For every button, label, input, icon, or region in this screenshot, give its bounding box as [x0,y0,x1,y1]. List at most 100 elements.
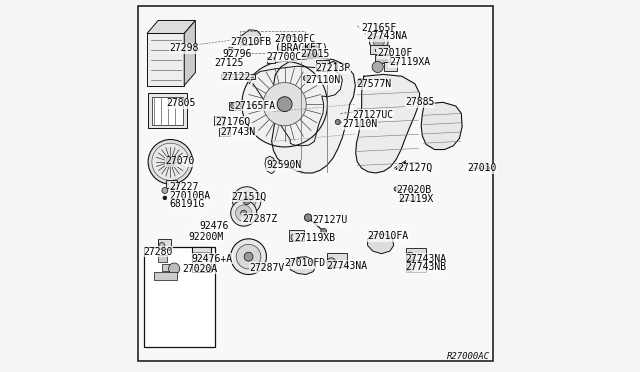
Polygon shape [303,44,319,59]
Bar [384,62,397,71]
Circle shape [406,264,413,272]
Text: 27010FB: 27010FB [231,37,272,46]
Bar [400,189,415,200]
Circle shape [231,200,257,226]
Polygon shape [276,35,300,51]
Bar [166,180,177,188]
Text: 27110N: 27110N [305,75,340,84]
Text: (BRACKET): (BRACKET) [275,43,328,52]
Circle shape [305,214,312,221]
Text: 27015: 27015 [300,49,330,59]
Bar [267,57,275,63]
Circle shape [168,263,180,274]
Bar [152,97,184,125]
Circle shape [236,244,261,269]
Text: 27165F: 27165F [361,23,396,33]
Text: 27743NA: 27743NA [367,31,408,41]
Polygon shape [421,102,462,150]
Polygon shape [289,257,316,275]
Bar [148,93,187,128]
Polygon shape [147,33,184,86]
Circle shape [231,103,237,109]
Polygon shape [356,74,420,173]
Circle shape [326,258,335,267]
Bar [214,116,225,125]
Bar [326,253,347,267]
Text: 27805: 27805 [167,99,196,108]
Text: 27213P: 27213P [316,63,351,73]
Text: 27010: 27010 [467,163,497,173]
Text: 27700C: 27700C [266,52,301,62]
Bar [162,264,170,271]
Text: 27127Q: 27127Q [397,163,433,173]
Bar [289,230,303,241]
Circle shape [406,252,413,260]
Text: 27122: 27122 [221,72,251,82]
Text: 27127UC: 27127UC [353,110,394,119]
Text: 68191G: 68191G [170,199,205,209]
Circle shape [244,252,253,261]
Circle shape [369,32,388,51]
Text: 27885: 27885 [406,97,435,107]
Text: 27227: 27227 [170,182,198,192]
Circle shape [394,187,399,191]
Bar [219,128,230,136]
Circle shape [236,205,252,221]
Circle shape [373,36,385,47]
Bar [406,248,426,260]
Text: 92476+A: 92476+A [191,254,233,263]
Text: 27010FA: 27010FA [367,231,409,241]
Circle shape [237,192,256,210]
Circle shape [162,187,168,193]
Text: 27010FD: 27010FD [285,259,326,268]
Text: 27010BA: 27010BA [170,191,211,201]
Text: 27577N: 27577N [356,80,392,89]
Text: 27298: 27298 [170,44,198,53]
Text: 27743NA: 27743NA [406,254,447,263]
Text: 92476: 92476 [199,221,228,231]
Text: 27176Q: 27176Q [215,117,250,126]
Text: 27010FC: 27010FC [275,34,316,44]
Circle shape [159,243,165,248]
Circle shape [163,196,167,200]
Text: 27165FA: 27165FA [234,101,276,110]
Circle shape [166,157,175,166]
Text: 92796: 92796 [223,49,252,58]
Text: R27000AC: R27000AC [447,352,490,360]
Bar [229,102,240,110]
Text: 27127U: 27127U [312,215,348,225]
Circle shape [372,61,383,73]
Text: 27151Q: 27151Q [232,192,267,201]
Bar [145,247,215,347]
Text: 27010F: 27010F [378,48,413,58]
Bar [240,31,305,53]
Circle shape [242,61,328,147]
Bar [406,260,426,272]
Circle shape [241,210,246,216]
Text: 27119XB: 27119XB [294,233,335,243]
Circle shape [263,83,306,126]
Text: 27280: 27280 [143,247,173,257]
Circle shape [335,119,340,125]
Text: 27020A: 27020A [182,264,218,273]
Text: 27119X: 27119X [398,194,433,203]
Bar [158,255,168,262]
Circle shape [152,143,189,180]
Circle shape [357,79,363,85]
Text: 27743NB: 27743NB [406,262,447,272]
Circle shape [303,76,308,81]
Polygon shape [367,234,394,254]
Circle shape [291,234,298,241]
Bar [370,45,389,54]
Bar [316,60,330,71]
Polygon shape [184,20,195,86]
Circle shape [243,197,250,205]
Text: 27119XA: 27119XA [389,58,430,67]
Circle shape [231,239,266,275]
Text: 27743NA: 27743NA [326,261,368,270]
Polygon shape [242,30,260,45]
Bar [375,55,390,63]
Circle shape [277,97,292,112]
Bar [191,247,211,272]
Text: 27070: 27070 [166,157,195,166]
